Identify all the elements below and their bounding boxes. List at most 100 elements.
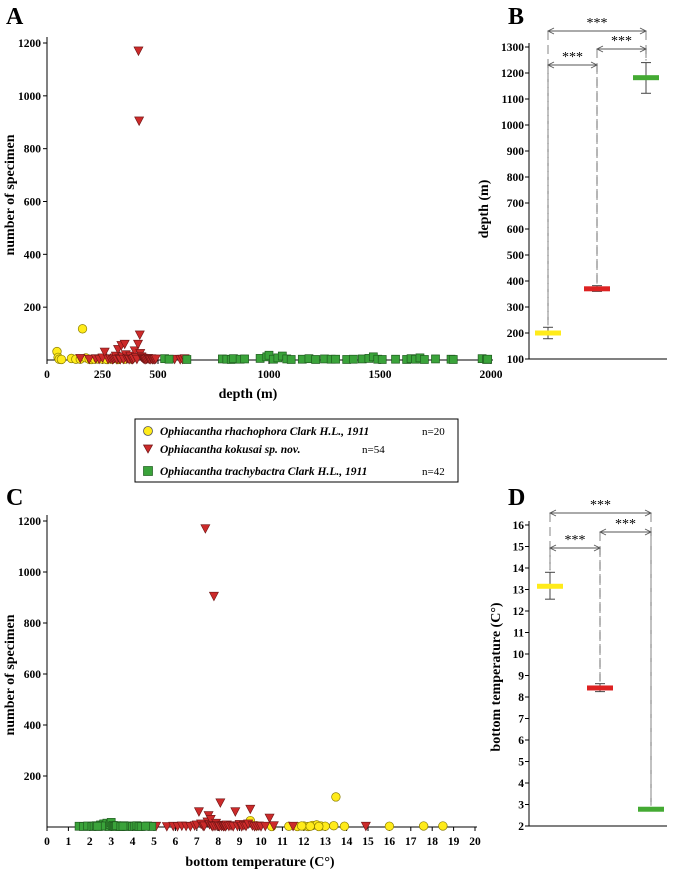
panel-d-y-tick-label: 5	[518, 757, 524, 769]
panel-a-point	[286, 355, 296, 364]
panel-d-y-tick-label: 16	[513, 520, 525, 532]
panel-a-point	[240, 354, 249, 364]
panel-a-scatter: 200 400 600 800 1000 1200 0 250 500 1000 1500 2000	[18, 37, 503, 381]
panel-b-y-tick-label: 100	[507, 354, 525, 366]
panel-d-y-tick-label: 9	[518, 671, 524, 683]
panel-c-point	[215, 798, 226, 808]
panel-a-y-tick-label: 400	[24, 249, 42, 261]
panel-d-y-tick-label: 12	[513, 606, 525, 618]
panel-a-x-label: depth (m)	[219, 387, 278, 402]
panel-a-x-tick-label: 250	[94, 369, 112, 381]
panel-d-significance-bracket: ***	[548, 533, 602, 682]
panel-c-x-tick-label: 17	[405, 836, 417, 848]
panel-c-point	[418, 821, 429, 831]
panel-c-point	[264, 813, 275, 824]
panel-a-series-square	[160, 350, 493, 364]
panel-b-significance-bracket: ***	[546, 16, 648, 326]
panel-d-y-tick-label: 15	[513, 542, 525, 554]
panel-a-point	[134, 116, 145, 127]
panel-c-point	[305, 821, 315, 831]
panel-d-group-0	[537, 571, 563, 600]
panel-c-x-tick-label: 13	[319, 836, 331, 848]
panel-a-point	[377, 355, 387, 364]
panel-a-point	[77, 324, 88, 334]
panel-d-mean-bar	[638, 806, 664, 812]
panel-b-y-tick-label: 600	[507, 224, 525, 236]
panel-c-point	[314, 821, 324, 832]
panel-d-y-tick-label: 8	[518, 692, 524, 704]
panel-c-point	[161, 822, 172, 832]
legend: Ophiacantha rhachophora Clark H.L., 1911…	[134, 418, 459, 483]
panel-d-y-tick-label: 7	[518, 714, 524, 726]
panel-a-point	[133, 46, 144, 57]
panel-c-x-tick-label: 20	[469, 836, 481, 848]
panel-b-group-1	[584, 285, 610, 292]
panel-d-y-tick-label: 2	[518, 821, 524, 833]
panel-b-y-tick-label: 500	[507, 250, 525, 262]
panel-b-group-2	[633, 62, 659, 94]
panel-d-significance-bracket: ***	[598, 517, 653, 806]
panel-a-point	[349, 354, 358, 364]
panel-c-x-tick-label: 18	[426, 836, 438, 848]
panel-c-x-tick-label: 15	[362, 836, 374, 848]
panel-b-significance-bracket: ***	[595, 34, 648, 284]
panel-a-y-label: number of specimen	[3, 134, 18, 255]
panel-a-x-tick-label: 1500	[369, 369, 392, 381]
panel-c-x-label: bottom temperature (C°)	[185, 855, 335, 870]
panel-a-y-tick-label: 1200	[18, 38, 41, 50]
panel-c-x-tick-label: 11	[277, 836, 288, 848]
panel-c-point	[288, 821, 299, 832]
panel-d-group-1	[587, 683, 613, 693]
panel-a-x-tick-label: 2000	[480, 369, 503, 381]
panel-c-point	[245, 804, 256, 815]
panel-b-means: 100 200 300 400 500 600 700 800 900 1000 1100 1200 1…	[501, 16, 667, 366]
panel-b-y-tick-label: 400	[507, 276, 525, 288]
panel-d-means: 2 3 4 5 6 7 8 9 10 11 12 13 14 15 16 *** *** ***	[513, 498, 667, 833]
legend-count-trachybactra: n=42	[422, 466, 445, 478]
panel-d-significance-label: ***	[615, 517, 636, 532]
panel-c-point	[200, 524, 211, 534]
panel-a-point	[75, 354, 86, 364]
panel-b-mean-bar	[584, 286, 610, 292]
panel-c-y-tick-label: 1200	[18, 516, 41, 528]
panel-b-y-tick-label: 800	[507, 172, 525, 184]
panel-c-x-tick-label: 0	[44, 836, 50, 848]
panel-b-y-tick-label: 1200	[501, 68, 524, 80]
panel-b-y-tick-label: 300	[507, 302, 525, 314]
panel-d-y-tick-label: 3	[518, 800, 524, 812]
panel-d-mean-bar	[537, 583, 563, 589]
panel-d-y-label: bottom temperature (C°)	[489, 602, 504, 752]
panel-d-y-tick-label: 14	[513, 563, 525, 575]
panel-c-point	[141, 821, 150, 831]
panel-letter-d: D	[508, 485, 525, 511]
panel-c-x-tick-label: 2	[87, 836, 93, 848]
legend-label-rhachophora: Ophiacantha rhachophora Clark H.L., 1911	[160, 426, 369, 438]
panel-c-point	[384, 821, 395, 831]
panel-c-x-tick-label: 9	[237, 836, 243, 848]
panel-c-y-tick-label: 600	[24, 669, 42, 681]
panel-letter-c: C	[6, 485, 23, 511]
panel-c-point	[331, 792, 341, 802]
panel-a-x-tick-label: 1000	[258, 369, 281, 381]
panel-a-point	[164, 354, 174, 364]
panel-a-point	[431, 354, 440, 364]
panel-c-series-square	[74, 818, 157, 831]
panel-b-significance-label: ***	[611, 34, 632, 49]
legend-label-kokusai: Ophiacantha kokusai sp. nov.	[160, 444, 300, 456]
legend-box	[134, 418, 459, 483]
panel-c-x-tick-label: 6	[173, 836, 179, 848]
panel-a-point	[119, 339, 130, 350]
panel-c-point	[268, 821, 279, 831]
panel-d-group-2	[638, 806, 664, 812]
panel-b-y-tick-label: 200	[507, 328, 525, 340]
panel-b-y-label: depth (m)	[477, 179, 492, 238]
panel-c-point	[339, 821, 350, 831]
panel-c-point	[230, 807, 241, 817]
panel-d-y-tick-label: 10	[513, 649, 525, 661]
panel-c-point	[360, 821, 371, 832]
panel-c-point	[92, 821, 102, 831]
panel-c-point	[208, 591, 219, 602]
panel-b-significance-bracket: ***	[546, 50, 599, 326]
